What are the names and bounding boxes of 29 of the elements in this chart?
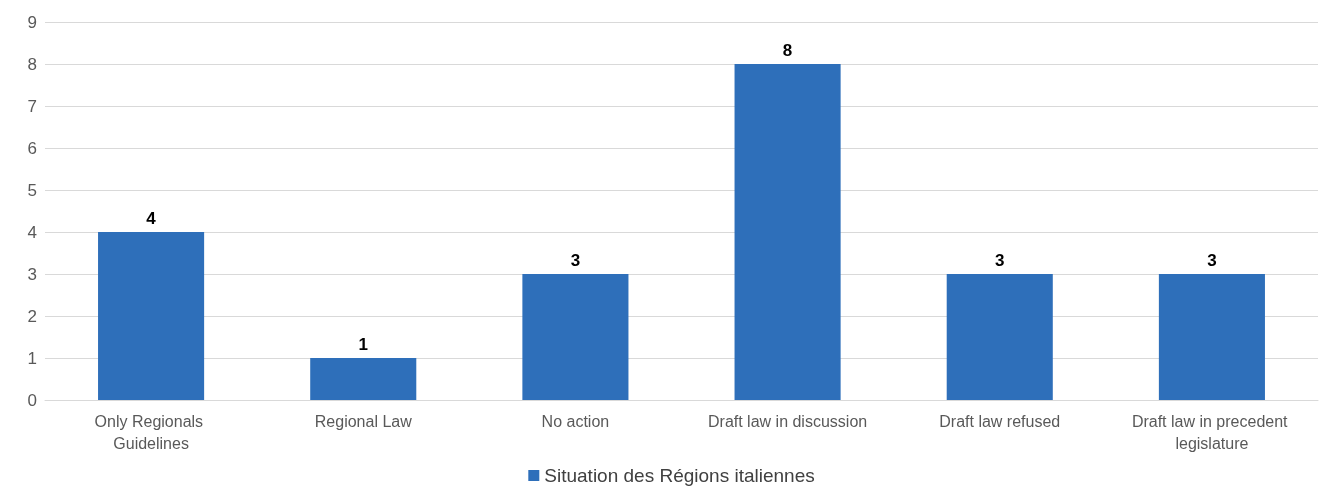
x-tick-label: Draft law in precedent legislature	[1131, 412, 1292, 452]
x-tick-label: Only Regionals Guidelines	[94, 412, 208, 452]
y-tick-label: 9	[27, 12, 37, 32]
y-tick-label: 2	[27, 306, 37, 326]
y-tick-label: 3	[27, 264, 37, 284]
x-tick-label: Regional Law	[314, 412, 413, 430]
bar	[734, 64, 841, 400]
x-tick-label: No action	[541, 412, 610, 430]
y-tick-label: 6	[27, 138, 37, 158]
x-tick-label: Draft law in discussion	[708, 412, 868, 430]
y-tick-label: 0	[27, 390, 37, 410]
data-label: 3	[1207, 251, 1217, 270]
bar	[98, 232, 205, 400]
x-tick-label: Draft law refused	[939, 412, 1061, 430]
y-tick-label: 5	[27, 180, 37, 200]
data-label: 1	[358, 335, 368, 354]
bar	[522, 274, 629, 400]
y-tick-label: 4	[27, 222, 37, 242]
data-label: 3	[995, 251, 1005, 270]
legend-label: Situation des Régions italiennes	[544, 465, 815, 486]
y-tick-label: 7	[27, 96, 37, 116]
bar	[946, 274, 1053, 400]
data-label: 4	[146, 209, 157, 228]
data-label: 3	[570, 251, 581, 270]
bar	[310, 358, 417, 400]
data-label: 8	[782, 41, 793, 60]
y-tick-label: 8	[27, 54, 37, 74]
bar	[1158, 274, 1265, 400]
y-tick-label: 1	[27, 348, 37, 368]
